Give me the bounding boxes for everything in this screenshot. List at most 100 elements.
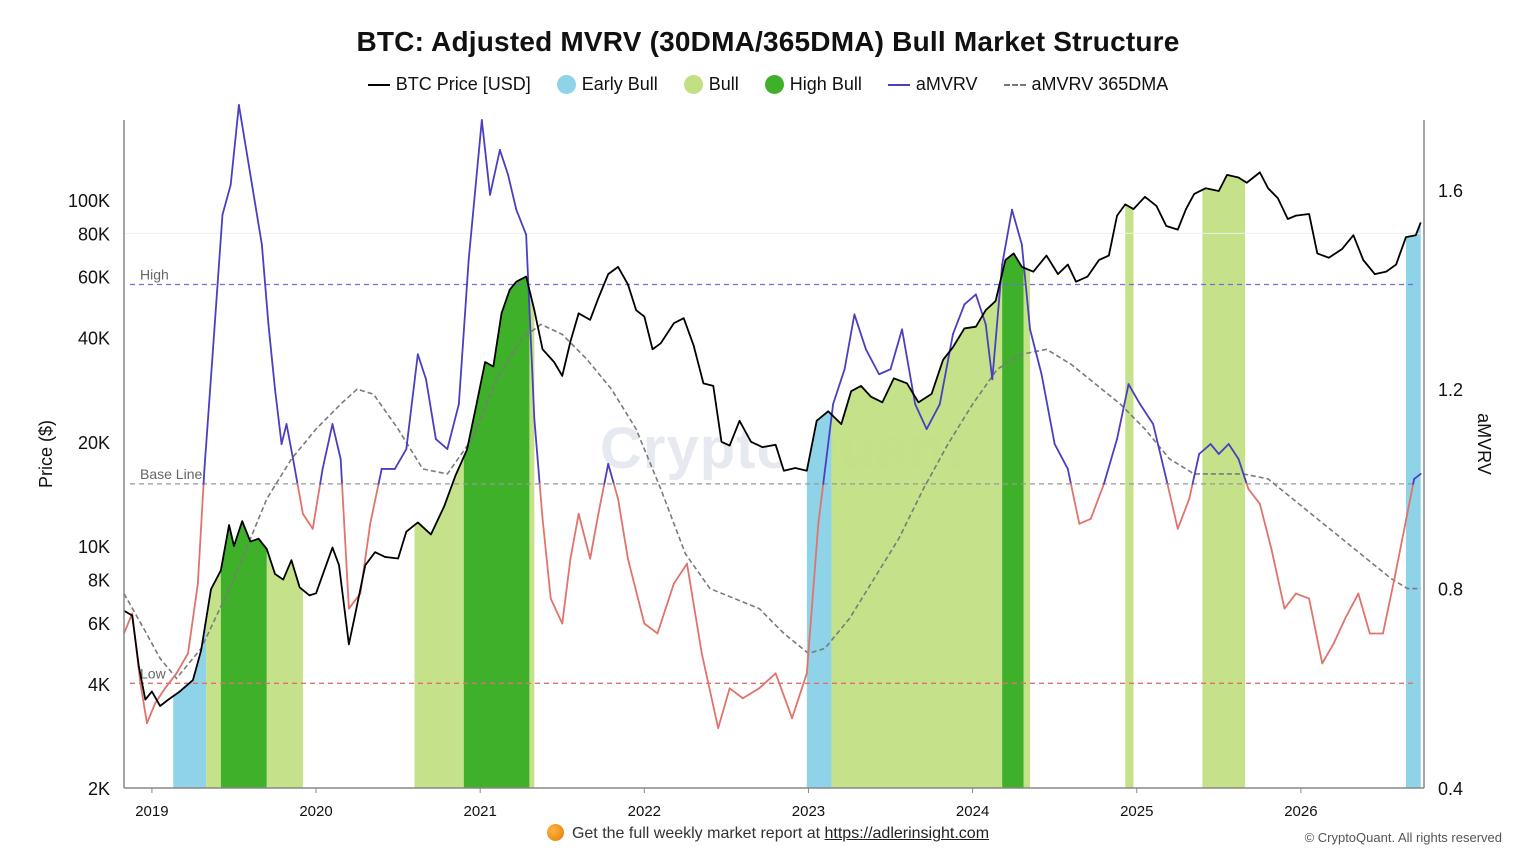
- legend-item-amvrv-365[interactable]: aMVRV 365DMA: [1003, 74, 1169, 95]
- regime-band-early-bull: [1405, 120, 1421, 788]
- amvrv-segment: [700, 652, 720, 730]
- amvrv-segment: [643, 622, 659, 635]
- amvrv-segment: [925, 403, 941, 430]
- legend-swatch-high-bull: [764, 75, 784, 94]
- amvrv-segment: [211, 213, 224, 356]
- amvrv-segment: [717, 687, 731, 730]
- amvrv-segment: [612, 483, 619, 500]
- amvrv-segment: [319, 468, 324, 485]
- amvrv-segment: [1176, 497, 1191, 530]
- amvrv-segment: [434, 438, 449, 450]
- amvrv-segment: [974, 293, 987, 326]
- series-amvrv-365dma: [123, 323, 1421, 680]
- amvrv-segment: [1217, 443, 1230, 455]
- y-right-tick-label: 0.8: [1438, 580, 1463, 600]
- amvrv-segment: [1029, 328, 1043, 376]
- legend-label-bull: Bull: [708, 74, 739, 94]
- amvrv-segment: [507, 173, 518, 211]
- y-left-tick-label: 60K: [78, 268, 110, 288]
- amvrv-segment: [741, 687, 761, 700]
- y-left-tick-label: 6K: [88, 614, 110, 634]
- amvrv-segment: [1078, 517, 1092, 525]
- amvrv-segment: [246, 153, 257, 206]
- amvrv-segment: [538, 483, 544, 520]
- legend-item-high-bull[interactable]: High Bull: [764, 74, 862, 95]
- amvrv-segment: [1198, 443, 1212, 455]
- amvrv-segment: [405, 353, 419, 450]
- footer-link[interactable]: https://adlerinsight.com: [824, 825, 990, 842]
- reference-label: High: [140, 267, 169, 283]
- x-tick-label: 2021: [463, 803, 496, 820]
- regime-band-bull: [529, 120, 535, 788]
- amvrv-segment: [260, 243, 270, 326]
- amvrv-segment: [617, 497, 629, 560]
- amvrv-segment: [533, 418, 541, 485]
- amvrv-segment: [822, 403, 834, 485]
- amvrv-segment: [627, 557, 646, 625]
- amvrv-segment: [377, 468, 383, 485]
- regime-bands: [124, 120, 1424, 788]
- amvrv-segment: [489, 149, 501, 196]
- amvrv-segment: [498, 149, 509, 176]
- amvrv-segment: [1403, 483, 1415, 530]
- amvrv-segment: [1139, 403, 1155, 425]
- regime-band-bull: [1202, 120, 1246, 788]
- amvrv-segment: [1011, 208, 1023, 246]
- amvrv-segment: [1308, 597, 1324, 665]
- legend-swatch-early-bull: [556, 75, 576, 94]
- amvrv-segment: [577, 512, 592, 560]
- amvrv-segment: [341, 483, 350, 610]
- amvrv-segment: [302, 512, 314, 530]
- amvrv-segment: [1188, 483, 1194, 500]
- amvrv-segment: [1332, 617, 1347, 645]
- amvrv-segment: [817, 483, 825, 525]
- y-right-tick-label: 1.2: [1438, 380, 1463, 400]
- amvrv-segment: [280, 423, 288, 445]
- series-btc-price: [123, 171, 1422, 707]
- amvrv-segment: [843, 313, 856, 371]
- amvrv-segment: [221, 183, 232, 216]
- x-tick-label: 2023: [792, 803, 825, 820]
- y-left-tick-label: 10K: [78, 537, 110, 557]
- legend-item-bull[interactable]: Bull: [683, 74, 739, 95]
- amvrv-segment: [1321, 642, 1335, 665]
- amvrv-segment: [425, 378, 437, 440]
- x-tick-label: 2026: [1284, 803, 1317, 820]
- amvrv-segment: [914, 403, 928, 430]
- y-right-axis-label: aMVRV: [1474, 413, 1494, 475]
- amvrv-segment: [963, 293, 977, 306]
- amvrv-segment: [1001, 208, 1013, 266]
- amvrv-segment: [267, 323, 276, 391]
- y-left-tick-label: 100K: [68, 191, 110, 211]
- amvrv-segment: [938, 333, 954, 406]
- amvrv-segment: [1127, 383, 1141, 406]
- amvrv-segment: [525, 233, 536, 421]
- legend-item-early-bull[interactable]: Early Bull: [556, 74, 658, 95]
- amvrv-segment: [1227, 443, 1240, 460]
- legend-item-price[interactable]: BTC Price [USD]: [367, 74, 531, 95]
- regime-mask: [124, 120, 1424, 707]
- amvrv-segment: [1191, 453, 1201, 485]
- amvrv-segment: [164, 672, 178, 690]
- amvrv-segment: [467, 119, 483, 261]
- amvrv-segment: [457, 258, 470, 406]
- amvrv-segment: [203, 353, 214, 470]
- amvrv-segment: [175, 652, 189, 675]
- amvrv-segment: [889, 328, 903, 371]
- legend-swatch-amvrv-365: [1003, 83, 1026, 86]
- amvrv-segment: [254, 203, 263, 246]
- legend-label-amvrv-365: aMVRV 365DMA: [1031, 74, 1169, 94]
- amvrv-segment: [589, 512, 600, 560]
- amvrv-segment: [1258, 502, 1273, 550]
- amvrv-segment: [1209, 443, 1220, 455]
- amvrv-segment: [123, 612, 134, 635]
- amvrv-segment: [832, 368, 846, 406]
- amvrv-segment: [1382, 577, 1396, 635]
- legend-label-early-bull: Early Bull: [581, 74, 658, 94]
- legend-label-high-bull: High Bull: [789, 74, 862, 94]
- amvrv-segment: [1040, 373, 1056, 445]
- legend-item-amvrv[interactable]: aMVRV: [887, 74, 978, 95]
- x-tick-label: 2024: [956, 803, 989, 820]
- amvrv-segment: [1283, 592, 1297, 610]
- reference-label: Low: [140, 665, 167, 681]
